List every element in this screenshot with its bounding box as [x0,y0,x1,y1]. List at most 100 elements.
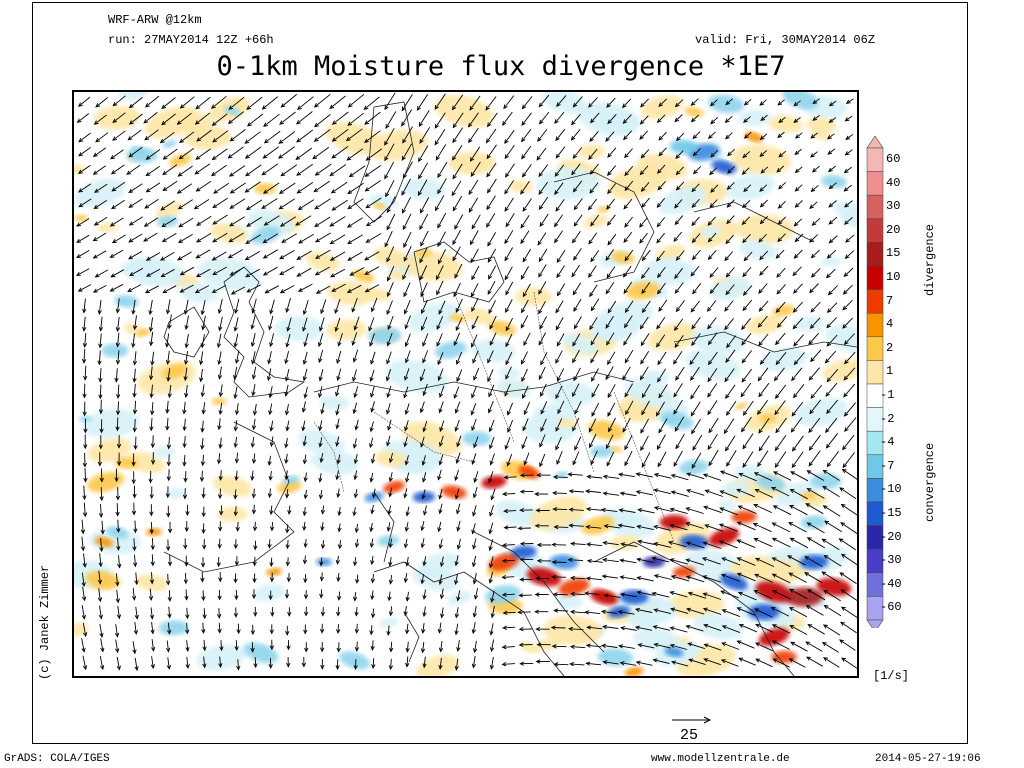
wind-vector [253,540,258,551]
wind-vector [844,200,853,208]
wind-vector [689,351,700,366]
wind-vector [669,591,688,598]
wind-vector [363,96,380,110]
wind-vector [98,399,104,415]
wind-vector [793,334,804,347]
units-label: [1/s] [873,669,910,683]
wind-vector [640,350,650,365]
wind-vector [472,505,477,517]
wind-vector [245,234,261,245]
wind-vector [93,216,108,226]
wind-vector [724,116,733,123]
wind-vector [822,624,841,636]
wind-vector [623,332,632,346]
wind-vector [521,163,532,178]
wind-vector [622,417,631,433]
wind-vector [791,367,803,382]
wind-vector [810,151,818,158]
colorbar-tick-label: -15 [880,506,902,520]
wind-vector [675,132,685,142]
wind-vector [651,556,670,563]
wind-vector [569,609,586,615]
wind-vector [160,200,176,211]
wind-vector [589,182,599,194]
wind-vector [621,98,632,109]
shading-cell [266,567,282,577]
wind-vector [759,184,768,192]
shading-cell [156,215,179,227]
wind-vector [201,315,206,331]
wind-vector [793,283,803,294]
wind-vector [534,523,549,528]
wind-vector [456,369,463,383]
wind-vector [605,366,614,381]
wind-vector [387,591,392,602]
wind-vector [386,522,391,532]
wind-vector [167,314,172,330]
wind-vector [590,349,599,364]
wind-vector [741,368,753,383]
wind-vector [517,610,531,615]
wind-vector [741,318,751,331]
wind-vector [229,216,245,227]
shading-cell [755,474,786,492]
colorbar-tick-label: -60 [880,600,902,615]
wind-vector [776,316,788,328]
wind-vector [725,98,733,106]
wind-vector [318,369,324,382]
wind-vector [284,384,289,397]
wind-vector [250,315,256,330]
wind-vector [640,182,650,193]
shading-cell [612,514,636,527]
wind-vector [522,198,532,212]
wind-vector [319,453,324,464]
wind-vector [353,488,359,499]
wind-vector [792,266,802,277]
wind-vector [792,317,804,330]
wind-vector [244,181,261,193]
wind-vector [145,95,160,108]
wind-vector [454,469,459,482]
wind-vector [234,556,240,567]
wind-vector [570,591,586,597]
wind-vector [370,574,376,584]
wind-vector [470,230,479,246]
wind-vector [844,149,853,156]
wind-vector [148,299,153,316]
wind-vector [78,147,91,157]
wind-vector [709,199,718,208]
wind-vector [552,506,568,512]
wind-vector [250,624,256,636]
wind-vector [284,350,290,365]
wind-vector [148,470,153,484]
shading-cell [449,157,473,169]
wind-vector [285,420,290,432]
shading-cell [146,527,162,537]
wind-vector [279,111,296,125]
wind-vector [758,283,768,294]
wind-vector [184,555,189,567]
colorbar-tick-label: 7 [886,293,894,308]
wind-vector [269,572,275,583]
shading-cell [562,333,598,355]
wind-vector [778,150,786,158]
wind-vector [788,658,806,668]
wind-vector [623,281,633,294]
wind-vector [742,151,751,159]
wind-vector [354,623,359,634]
wind-vector [534,592,549,597]
wind-vector [346,284,362,293]
map-title: 0-1km Moisture flux divergence *1E7 [216,51,786,82]
wind-vector [669,626,688,633]
wind-vector [600,609,618,614]
wind-vector [165,539,171,552]
wind-vector [160,252,175,261]
wind-vector [806,522,825,534]
wind-vector [352,369,357,382]
shading-cell [731,510,757,524]
wind-vector [736,640,755,649]
wind-vector [201,487,206,499]
wind-vector [354,538,360,549]
wind-vector [78,198,92,208]
wind-vector [755,557,775,568]
